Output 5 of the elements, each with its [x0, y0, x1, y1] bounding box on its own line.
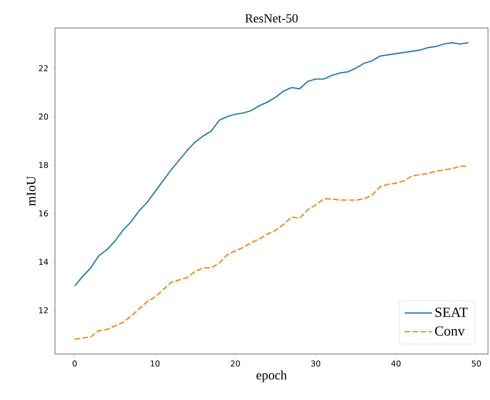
y-axis-title: mIoU: [26, 176, 36, 206]
legend-label: Conv: [435, 326, 465, 336]
legend-label: SEAT: [435, 308, 468, 317]
x-axis-title: epoch: [256, 370, 287, 382]
chart-title: ResNet-50: [245, 14, 298, 23]
